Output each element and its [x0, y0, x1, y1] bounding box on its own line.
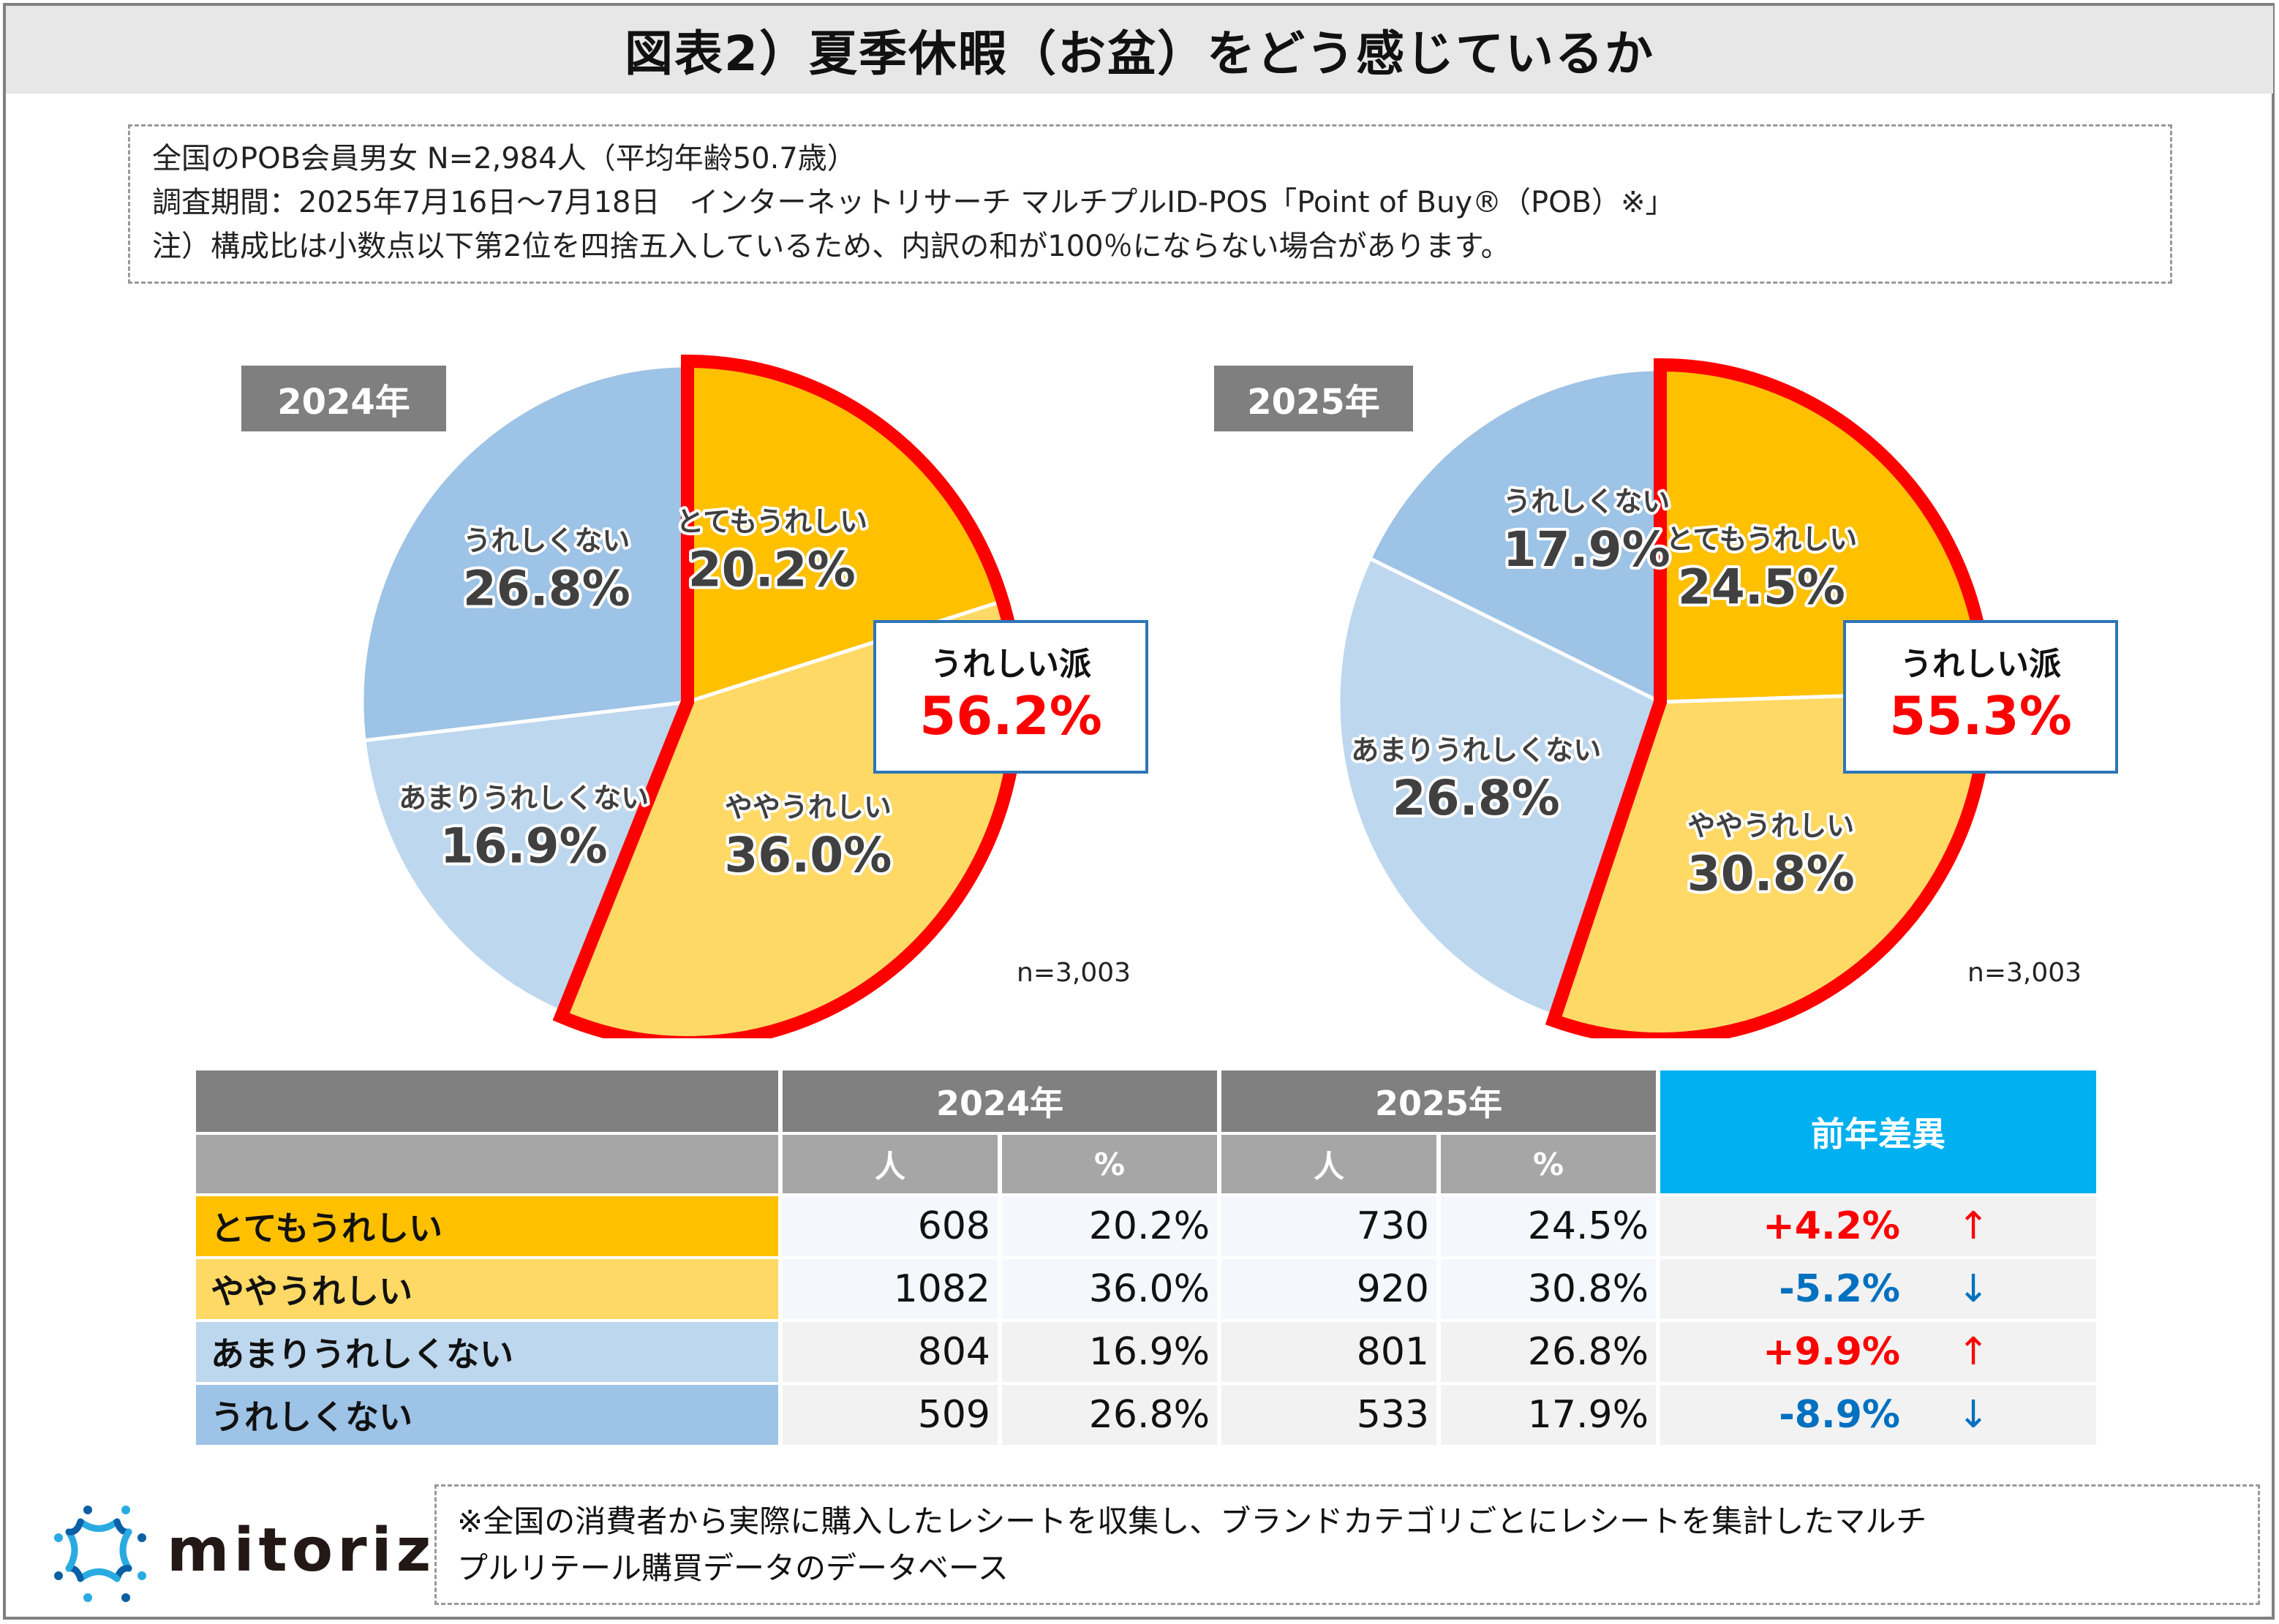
slice-value-label: 17.9% — [1503, 521, 1670, 578]
table-row: あまりうれしくない 804 16.9% 801 26.8% +9.9% ↑ — [196, 1322, 2096, 1382]
header-year-2025: 2025年 — [1221, 1070, 1656, 1132]
slice-value-label: 20.2% — [688, 541, 856, 597]
row-label: ややうれしい — [196, 1259, 778, 1319]
arrow-down-icon: ↓ — [1957, 1393, 1989, 1437]
sunburst-logo-icon — [54, 1506, 146, 1602]
subheader-percent: % — [1441, 1135, 1656, 1193]
slice-value-label: 26.8% — [463, 560, 630, 616]
diff-value: -5.2% — [1779, 1267, 1900, 1311]
note-line: 注）構成比は小数点以下第2位を四捨五入しているため、内訳の和が100％にならない… — [152, 230, 1510, 263]
subheader-count: 人 — [1221, 1135, 1436, 1193]
logo-text: mitoriz — [167, 1515, 436, 1585]
percent-2025: 17.9% — [1441, 1385, 1656, 1445]
sample-size: n=3,003 — [1967, 958, 2082, 988]
comparison-table: 2024年 2025年 前年差異 人 % 人 % とてもうれしい 608 20.2%… — [192, 1068, 2101, 1448]
row-label: うれしくない — [196, 1385, 778, 1445]
title-bar: 図表2）夏季休暇（お盆）をどう感じているか — [6, 6, 2273, 94]
summary-value: 56.2% — [919, 685, 1102, 747]
summary-label: うれしい派 — [930, 646, 1091, 683]
footer-note-line: プルリテール購買データのデータベース — [457, 1550, 1009, 1586]
header-blank — [196, 1070, 778, 1132]
count-2025: 533 — [1221, 1385, 1436, 1445]
pie-chart-2025: とてもうれしい 24.5% ややうれしい 30.8% あまりうれしくない 26.8% うれし… — [1214, 351, 2128, 1046]
year-badge: 2024年 — [241, 366, 446, 431]
pie-slice-3 — [1336, 556, 1663, 1019]
diff-value: +4.2% — [1763, 1204, 1900, 1248]
diff-cell: -8.9% ↓ — [1660, 1385, 2096, 1445]
arrow-up-icon: ↑ — [1957, 1330, 1989, 1374]
percent-2024: 36.0% — [1002, 1259, 1217, 1319]
page-frame — [3, 3, 2275, 1620]
diff-value: +9.9% — [1763, 1330, 1900, 1374]
row-label: あまりうれしくない — [196, 1322, 778, 1382]
summary-box: うれしい派 55.3% — [1843, 620, 2118, 774]
header-year-2024: 2024年 — [783, 1070, 1217, 1132]
note-line: 調査期間：2025年7月16日～7月18日 インターネットリサーチ マルチプルI… — [152, 186, 1675, 219]
footer-note-line: ※全国の消費者から実際に購入したレシートを収集し、ブランドカテゴリごとにレシート… — [457, 1503, 1927, 1539]
footer-note: ※全国の消費者から実際に購入したレシートを収集し、ブランドカテゴリごとにレシート… — [434, 1484, 2260, 1605]
table-row: ややうれしい 1082 36.0% 920 30.8% -5.2% ↓ — [196, 1259, 2096, 1319]
count-2025: 730 — [1221, 1196, 1436, 1256]
slice-category-label: うれしくない — [1503, 486, 1670, 518]
count-2025: 801 — [1221, 1322, 1436, 1382]
count-2024: 509 — [783, 1385, 998, 1445]
diff-cell: +4.2% ↑ — [1660, 1196, 2096, 1256]
pie-svg-2025: とてもうれしい 24.5% ややうれしい 30.8% あまりうれしくない 26.8% うれし… — [1336, 358, 1993, 1046]
percent-2025: 24.5% — [1441, 1196, 1656, 1256]
slice-value-label: 24.5% — [1678, 559, 1845, 615]
slice-category-label: うれしくない — [463, 524, 630, 556]
table-subheader-row: 人 % 人 % — [196, 1135, 2096, 1193]
diff-cell: -5.2% ↓ — [1660, 1259, 2096, 1319]
summary-label: うれしい派 — [1900, 646, 2061, 683]
row-label: とてもうれしい — [196, 1196, 778, 1256]
arrow-down-icon: ↓ — [1957, 1267, 1989, 1311]
year-badge: 2025年 — [1214, 366, 1413, 431]
pie-chart-2024: とてもうれしい 20.2% ややうれしい 36.0% あまりうれしくない 16.9% うれし… — [241, 351, 1156, 1049]
slice-category-label: あまりうれしくない — [399, 782, 649, 815]
mitoriz-logo: mitoriz — [44, 1495, 435, 1605]
sample-size: n=3,003 — [1017, 958, 1131, 988]
survey-notes: 全国のPOB会員男女 N=2,984人（平均年齢50.7歳） 調査期間：2025… — [128, 124, 2172, 284]
slice-category-label: とてもうれしい — [1665, 523, 1857, 555]
diff-value: -8.9% — [1779, 1393, 1900, 1437]
count-2024: 608 — [783, 1196, 998, 1256]
slice-category-label: あまりうれしくない — [1351, 734, 1601, 766]
slice-category-label: ややうれしい — [725, 791, 892, 823]
slice-category-label: ややうれしい — [1687, 810, 1854, 842]
count-2024: 1082 — [783, 1259, 998, 1319]
header-diff: 前年差異 — [1660, 1070, 2096, 1193]
subheader-percent: % — [1002, 1135, 1217, 1193]
slice-value-label: 36.0% — [724, 827, 892, 883]
page-title: 図表2）夏季休暇（お盆）をどう感じているか — [625, 26, 1654, 82]
diff-cell: +9.9% ↑ — [1660, 1322, 2096, 1382]
percent-2024: 26.8% — [1002, 1385, 1217, 1445]
count-2024: 804 — [783, 1322, 998, 1382]
table-row: うれしくない 509 26.8% 533 17.9% -8.9% ↓ — [196, 1385, 2096, 1445]
percent-2024: 16.9% — [1002, 1322, 1217, 1382]
summary-value: 55.3% — [1889, 685, 2072, 747]
subheader-count: 人 — [783, 1135, 998, 1193]
percent-2025: 30.8% — [1441, 1259, 1656, 1319]
arrow-up-icon: ↑ — [1957, 1204, 1989, 1248]
slice-value-label: 30.8% — [1687, 846, 1855, 902]
slice-value-label: 26.8% — [1393, 770, 1560, 826]
pie-slice-3 — [362, 700, 690, 1016]
summary-box: うれしい派 56.2% — [873, 620, 1148, 774]
slice-value-label: 16.9% — [440, 818, 608, 875]
percent-2024: 20.2% — [1002, 1196, 1217, 1256]
count-2025: 920 — [1221, 1259, 1436, 1319]
pie-slice-4 — [1367, 367, 1662, 706]
note-line: 全国のPOB会員男女 N=2,984人（平均年齢50.7歳） — [152, 142, 856, 175]
table-header-row: 2024年 2025年 前年差異 — [196, 1070, 2096, 1193]
pie-slice-4 — [360, 363, 690, 743]
table-row: とてもうれしい 608 20.2% 730 24.5% +4.2% ↑ — [196, 1196, 2096, 1256]
percent-2025: 26.8% — [1441, 1322, 1656, 1382]
subheader-blank — [196, 1135, 778, 1193]
slice-category-label: とてもうれしい — [676, 505, 867, 537]
